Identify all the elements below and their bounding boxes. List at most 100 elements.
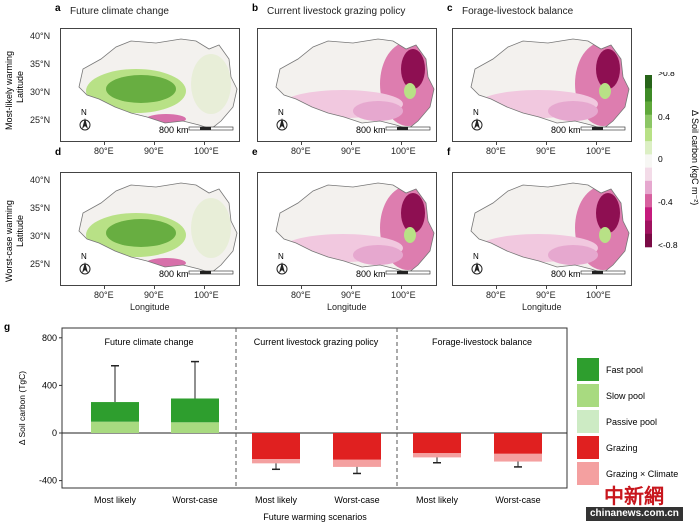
lon-tick: 100°E [194, 290, 219, 300]
lon-tick: 80°E [94, 146, 114, 156]
legend-swatch [577, 462, 599, 485]
x-tick-label: Most likely [255, 495, 298, 505]
legend-swatch [577, 410, 599, 433]
strong-gain-region [106, 219, 176, 247]
bar-grazing [333, 433, 381, 460]
bar-fast-pool [91, 402, 139, 422]
map-panel-f: N 800 km [452, 172, 632, 286]
scale-bar: 800 km [159, 125, 234, 135]
colorbar-tick: 0.4 [658, 112, 670, 122]
longitude-label: Longitude [130, 302, 170, 312]
colorbar-swatch [645, 167, 652, 182]
scale-label: 800 km [551, 269, 581, 279]
y-tick-label: 0 [52, 428, 57, 438]
strong-loss-region [596, 49, 620, 89]
scale-bar: 800 km [551, 125, 626, 135]
lat-tick: 30°N [30, 231, 51, 241]
colorbar-swatch [645, 141, 652, 155]
y-tick-label: -400 [39, 476, 57, 486]
longitude-label: Longitude [327, 302, 367, 312]
colorbar-swatch [645, 114, 652, 129]
x-tick-label: Most likely [94, 495, 137, 505]
legend-swatch [577, 384, 599, 407]
north-label: N [473, 108, 479, 117]
lon-tick: 90°E [144, 290, 164, 300]
scale-label: 800 km [356, 125, 386, 135]
longitude-label: Longitude [522, 302, 562, 312]
strong-loss-region [596, 193, 620, 233]
legend-label: Passive pool [606, 417, 657, 427]
north-label: N [81, 108, 87, 117]
bar-grazing [413, 433, 461, 454]
map-panel-e: N 800 km [257, 172, 437, 286]
panel-letter-a: a [55, 3, 61, 14]
panel-letter-g: g [4, 322, 11, 333]
lat-tick: 40°N [30, 31, 51, 41]
map-panel-d: N 800 km [60, 172, 240, 286]
lon-tick: 90°E [341, 290, 361, 300]
panel-title-a: Future climate change [70, 6, 169, 17]
bar-grazing [252, 433, 300, 460]
lat-tick: 40°N [30, 175, 51, 185]
tibet-map: N 800 km [470, 182, 630, 279]
map-panel-a: N 800 km [60, 28, 240, 142]
legend-label: Fast pool [606, 365, 643, 375]
lat-tick: 30°N [30, 87, 51, 97]
panel-letter-d: d [55, 147, 62, 158]
latitude-label: Latitude [15, 214, 25, 247]
lon-tick: 80°E [94, 290, 114, 300]
x-tick-label: Worst-case [495, 495, 540, 505]
lon-tick: 80°E [486, 290, 506, 300]
x-tick-label: Worst-case [334, 495, 379, 505]
colorbar-tick: -0.4 [658, 197, 673, 207]
colorbar-swatch [645, 233, 652, 248]
lat-tick: 35°N [30, 203, 51, 213]
lon-tick: 100°E [391, 146, 416, 156]
colorbar-tick: <-0.8 [658, 240, 678, 250]
lon-tick: 100°E [391, 290, 416, 300]
lon-tick: 100°E [194, 146, 219, 156]
lon-tick: 90°E [341, 146, 361, 156]
lon-tick: 90°E [536, 146, 556, 156]
lon-tick: 100°E [586, 146, 611, 156]
colorbar-swatch [645, 194, 652, 208]
group-title: Future climate change [104, 337, 193, 347]
colorbar-swatch [645, 180, 652, 195]
scale-bar: 800 km [356, 269, 431, 279]
colorbar-swatch [645, 88, 652, 102]
north-label: N [278, 108, 284, 117]
x-axis-label: Future warming scenarios [263, 512, 367, 522]
north-label: N [81, 252, 87, 261]
colorbar-swatch [645, 75, 652, 89]
y-tick-label: 800 [42, 333, 57, 343]
legend-swatch [577, 436, 599, 459]
row-label-most-likely: Most-likely warming [4, 50, 14, 130]
y-tick-label: 400 [42, 380, 57, 390]
colorbar-swatch [645, 101, 652, 115]
north-arrow-icon: N [471, 252, 483, 275]
bar-grazing-climate [333, 459, 381, 467]
panel-title-c: Forage-livestock balance [462, 6, 574, 17]
lon-tick: 80°E [291, 146, 311, 156]
north-arrow-icon: N [79, 252, 91, 275]
panel-letter-c: c [447, 3, 453, 14]
north-label: N [473, 252, 479, 261]
lon-tick: 80°E [486, 146, 506, 156]
lon-tick: 100°E [586, 290, 611, 300]
colorbar-swatch [645, 127, 652, 142]
lon-tick: 80°E [291, 290, 311, 300]
north-arrow-icon: N [79, 108, 91, 131]
strong-loss-region [401, 193, 425, 233]
north-arrow-icon: N [276, 252, 288, 275]
strong-loss-region [401, 49, 425, 89]
legend-swatch [577, 358, 599, 381]
map-panel-b: N 800 km [257, 28, 437, 142]
scale-bar: 800 km [551, 269, 626, 279]
watermark-logo: 中新網 [604, 484, 664, 508]
colorbar-swatch [645, 207, 652, 221]
bar-chart: 800 400 0 -400 Δ Soil carbon (TgC) Future war… [17, 327, 678, 522]
colorbar: >0.8 0.4 0 -0.4 <-0.8 [645, 72, 678, 250]
colorbar-title: Δ Soil carbon (kgC m⁻²) [690, 110, 700, 206]
group-title: Forage-livestock balance [432, 337, 532, 347]
